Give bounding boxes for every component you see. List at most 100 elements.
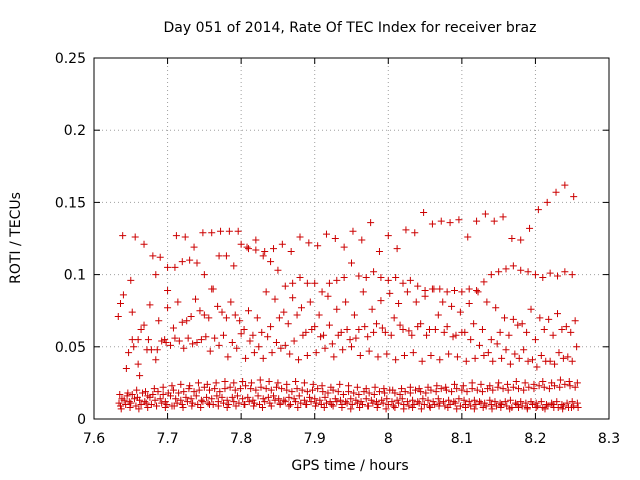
data-point: [414, 282, 422, 290]
data-point: [551, 382, 559, 390]
data-point: [329, 402, 337, 410]
axis-tick-labels: 7.6 7.7 7.8 7.9 8 8.1 8.2 8.3 0 0.05 0.1 0.15 0.2 0.2…: [55, 51, 620, 447]
data-point: [488, 405, 496, 413]
data-point: [539, 273, 547, 281]
data-point: [401, 388, 409, 396]
data-point: [159, 383, 167, 391]
data-point: [118, 395, 126, 403]
data-point: [200, 271, 208, 279]
data-point: [233, 392, 241, 400]
data-point: [537, 398, 545, 406]
data-point: [125, 349, 133, 357]
data-point: [487, 271, 495, 279]
data-point: [375, 388, 383, 396]
data-point: [270, 392, 278, 400]
data-point: [218, 308, 226, 316]
data-point: [286, 401, 294, 409]
data-point: [424, 383, 432, 391]
data-point: [556, 376, 564, 384]
data-point: [188, 402, 196, 410]
data-point: [425, 325, 433, 333]
data-point: [396, 390, 404, 398]
x-tick-label: 7.8: [230, 431, 252, 447]
data-point: [367, 396, 375, 404]
data-point: [470, 396, 478, 404]
data-point: [258, 328, 266, 336]
data-point: [364, 402, 372, 410]
data-point: [130, 343, 138, 351]
data-point: [434, 395, 442, 403]
data-point: [164, 286, 172, 294]
data-point: [450, 398, 458, 406]
data-point: [496, 328, 504, 336]
data-point: [506, 360, 514, 368]
data-point: [259, 252, 267, 260]
data-point: [501, 314, 509, 322]
data-point: [154, 388, 162, 396]
data-point: [219, 399, 227, 407]
data-point: [471, 354, 479, 362]
data-point: [398, 395, 406, 403]
data-point: [563, 399, 571, 407]
data-point: [117, 405, 125, 413]
data-point: [285, 402, 293, 410]
data-point: [436, 356, 444, 364]
data-point: [426, 403, 434, 411]
data-point: [524, 357, 532, 365]
data-point: [158, 399, 166, 407]
data-point: [321, 393, 329, 401]
data-point: [140, 321, 148, 329]
data-point: [202, 333, 210, 341]
data-point: [495, 268, 503, 276]
data-point: [239, 377, 247, 385]
data-point: [527, 398, 535, 406]
data-point: [437, 217, 445, 225]
data-point: [281, 341, 289, 349]
data-point: [568, 357, 576, 365]
data-point: [495, 379, 503, 387]
data-point: [539, 377, 547, 385]
data-point: [564, 353, 572, 361]
data-point: [123, 392, 131, 400]
data-point: [462, 403, 470, 411]
data-point: [309, 380, 317, 388]
data-point: [443, 323, 451, 331]
data-point: [267, 323, 275, 331]
data-point: [225, 227, 233, 235]
data-point: [187, 395, 195, 403]
data-point: [253, 314, 261, 322]
data-point: [490, 217, 498, 225]
data-point: [231, 386, 239, 394]
data-point: [509, 315, 517, 323]
x-axis-label: GPS time / hours: [291, 458, 408, 474]
data-point: [164, 263, 172, 271]
data-point: [365, 389, 373, 397]
data-point: [246, 337, 254, 345]
data-point: [252, 386, 260, 394]
data-point: [173, 399, 181, 407]
data-point: [243, 243, 251, 251]
data-point: [262, 288, 270, 296]
data-point: [285, 393, 293, 401]
data-point: [212, 379, 220, 387]
data-point: [395, 299, 403, 307]
data-point: [254, 392, 262, 400]
data-point: [531, 336, 539, 344]
data-point: [523, 328, 531, 336]
data-point: [125, 398, 133, 406]
data-point: [284, 320, 292, 328]
data-point: [520, 386, 528, 394]
data-point: [155, 317, 163, 325]
data-point: [142, 399, 150, 407]
data-point: [172, 395, 180, 403]
data-point: [200, 383, 208, 391]
data-point: [178, 318, 186, 326]
data-point: [215, 252, 223, 260]
data-point: [257, 383, 265, 391]
data-point: [492, 304, 500, 312]
data-point: [325, 279, 333, 287]
data-point: [477, 380, 485, 388]
data-point: [245, 398, 253, 406]
data-point: [183, 398, 191, 406]
data-point: [498, 401, 506, 409]
